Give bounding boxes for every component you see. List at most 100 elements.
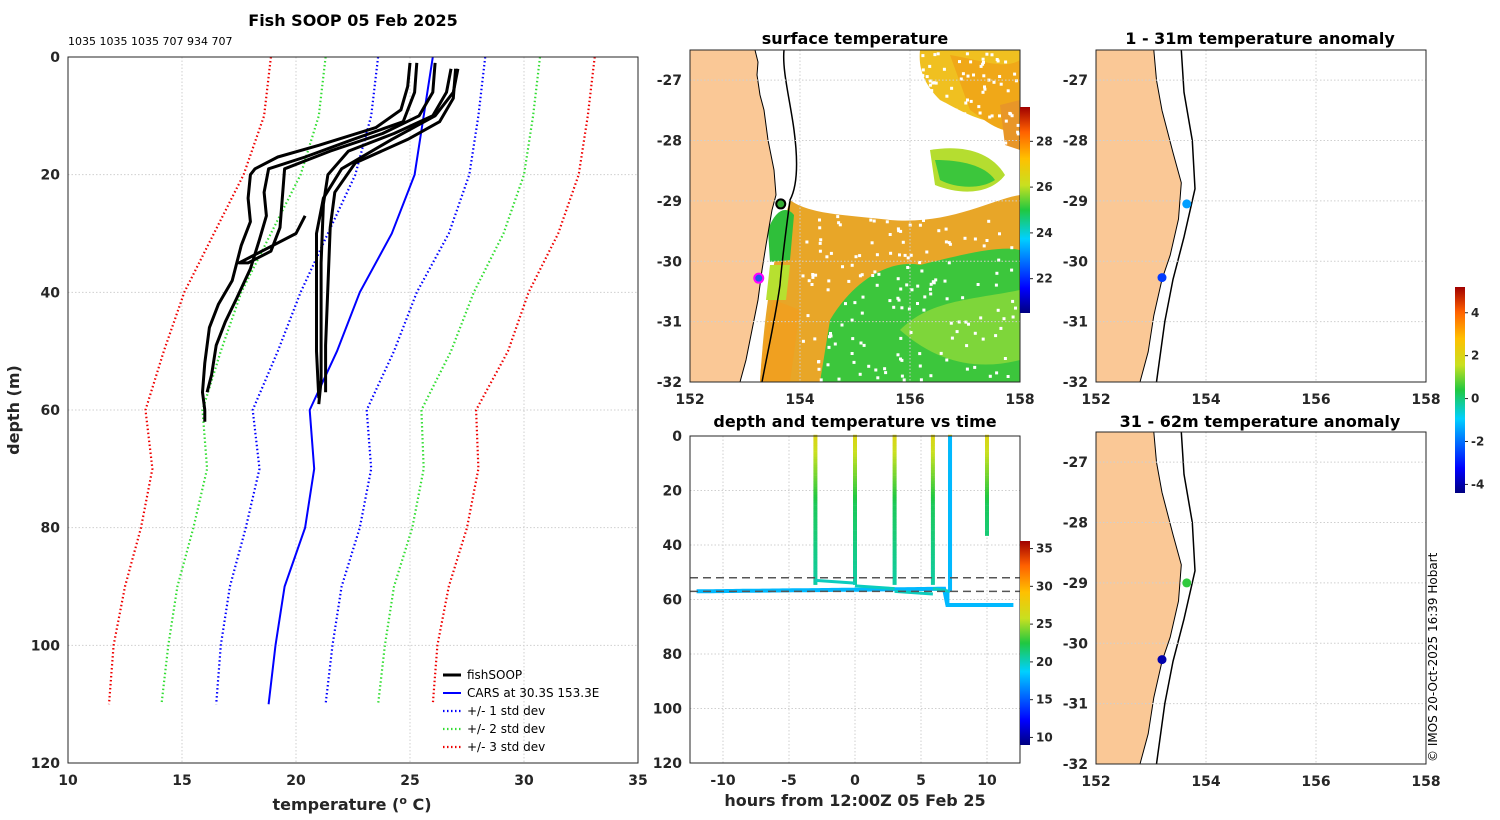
profile-panel: 10 15 20 25 30 35 0 20 40 60 80 100 120 Fish SOOP 05…: [4, 11, 648, 814]
cars-climatology-line: [267, 56, 434, 705]
sst-cloud-pixel: [896, 353, 900, 357]
cast-sample: [813, 530, 818, 534]
cast-sample: [985, 443, 989, 446]
cast-sample: [813, 462, 818, 466]
sst-cloud-pixel: [896, 227, 900, 231]
time-xtick-label: 0: [850, 773, 860, 789]
sst-cloud-pixel: [969, 60, 973, 64]
cast-sample: [892, 571, 897, 574]
anomaly-shallow-ytick-label: -27: [1063, 73, 1088, 89]
sst-cloud-pixel: [877, 272, 881, 276]
cast-sample: [930, 437, 935, 441]
cast-sample: [813, 562, 818, 566]
sst-cast-marker: [753, 272, 765, 284]
time-xtick-label: -10: [710, 773, 736, 789]
sst-cloud-pixel: [976, 283, 980, 286]
cast-sample: [930, 448, 935, 452]
time-xlabel: hours from 12:00Z 05 Feb 25: [724, 791, 985, 810]
sst-cloud-pixel: [872, 219, 876, 223]
anomaly-deep-xtick-label: 156: [1301, 774, 1330, 790]
anomaly-shallow-point: [1182, 199, 1192, 209]
sst-cloud-pixel: [814, 273, 818, 277]
cast-sample: [930, 530, 935, 534]
sst-cloud-pixel: [928, 83, 932, 87]
cast-sample: [813, 524, 818, 528]
cast-sample: [813, 516, 818, 520]
cast-sample: [892, 568, 897, 572]
sst-map-panel: 152 154 156 158 -27 -28 -29 -30 -31 -32 surface t…: [657, 29, 1053, 408]
cast-sample: [892, 552, 897, 555]
cast-sample: [930, 513, 935, 517]
sst-cloud-pixel: [964, 101, 968, 105]
cast-sample: [853, 546, 857, 550]
cast-sample: [930, 557, 935, 561]
cast-sample: [853, 519, 857, 523]
cast-sample: [985, 524, 989, 528]
sst-cloud-pixel: [818, 226, 822, 230]
sst-cloud-pixel: [928, 79, 932, 83]
sst-cloud-pixel: [981, 62, 985, 66]
cast-sample: [930, 560, 935, 564]
sst-cloud-pixel: [982, 60, 985, 64]
sst-cloud-pixel: [900, 306, 904, 310]
cast-sample: [813, 467, 818, 471]
anomaly-colorbar: [1455, 287, 1465, 493]
cast-sample: [930, 494, 935, 498]
time-ytick-label: 80: [663, 647, 683, 663]
sst-cloud-pixel: [973, 365, 977, 369]
cast-sample: [853, 568, 857, 572]
sst-cloud-pixel: [942, 102, 946, 106]
sst-cloud-pixel: [1010, 268, 1014, 272]
cast-sample: [892, 437, 897, 441]
cast-sample: [853, 502, 857, 506]
sst-cloud-pixel: [949, 137, 953, 141]
cast-sample: [853, 524, 857, 528]
cast-sample: [853, 513, 857, 517]
sst-cloud-pixel: [977, 134, 980, 138]
cast-sample: [985, 472, 989, 476]
cast-sample: [853, 543, 857, 547]
cast-sample: [813, 554, 818, 558]
cast-sample: [930, 554, 935, 558]
sst-cloud-pixel: [922, 96, 926, 100]
sst-cloud-pixel: [963, 236, 967, 240]
sst-cloud-pixel: [1016, 123, 1020, 127]
cast-sample: [892, 451, 897, 455]
sst-cloud-pixel: [801, 339, 805, 343]
cast-sample: [930, 516, 935, 520]
profile-title: Fish SOOP 05 Feb 2025: [248, 11, 457, 30]
cast-sample: [892, 453, 897, 457]
near-bottom-segment: [932, 587, 951, 593]
cast-sample: [892, 462, 897, 466]
cast-sample: [813, 527, 818, 531]
sst-cloud-pixel: [817, 367, 821, 371]
sst-cloud-pixel: [910, 288, 914, 292]
sst-cloud-pixel: [994, 283, 998, 287]
time-xtick-label: -5: [781, 773, 797, 789]
cast-sample: [813, 481, 818, 485]
sst-isobath: [761, 50, 798, 382]
cast-sample: [853, 492, 857, 495]
time-ytick-label: 0: [672, 429, 682, 445]
cast-sample: [892, 513, 897, 517]
cast-sample: [985, 453, 989, 457]
anomaly-colorbar-label: 0: [1471, 392, 1479, 406]
sst-cloud-pixel: [958, 123, 962, 127]
sst-cloud-pixel: [826, 288, 830, 292]
time-colorbar-label: 25: [1036, 617, 1053, 631]
sst-cloud-pixel: [850, 263, 854, 267]
anomaly-deep-point: [1182, 578, 1192, 588]
cast-sample: [853, 464, 857, 468]
cast-sample: [892, 481, 897, 485]
cast-sample: [930, 445, 935, 449]
sst-cloud-pixel: [905, 283, 909, 287]
cast-sample: [853, 516, 857, 520]
cast-sample: [813, 560, 818, 564]
sst-cloud-pixel: [899, 336, 903, 340]
anomaly-shallow-ytick-label: -31: [1063, 315, 1088, 331]
profile-xtick-label: 35: [628, 773, 647, 789]
cast-sample: [853, 456, 857, 460]
cast-sample: [813, 519, 818, 523]
sst-cloud-pixel: [811, 275, 815, 279]
